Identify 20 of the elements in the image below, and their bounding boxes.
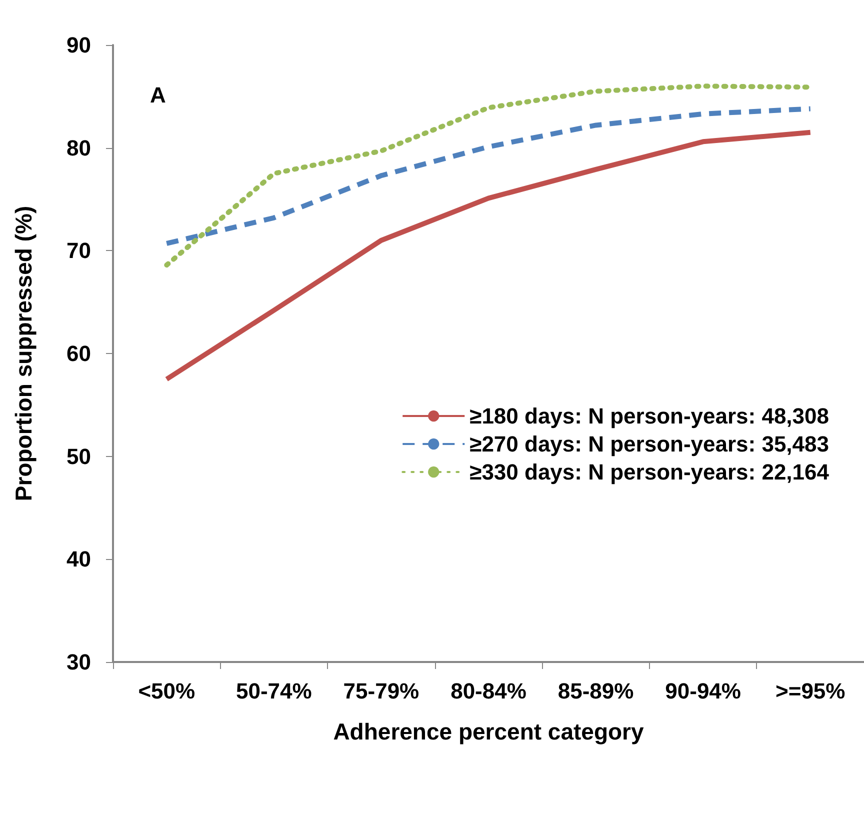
y-tick-label: 60 [66, 341, 91, 366]
x-tick-label: 75-79% [343, 678, 420, 704]
x-tick-label: 90-94% [665, 678, 741, 704]
x-axis-title: Adherence percent category [333, 718, 644, 744]
x-tick-label: >=95% [775, 678, 846, 704]
y-tick-label: 80 [66, 135, 91, 160]
x-tick-label: 50-74% [236, 678, 312, 704]
y-tick-label: 70 [66, 238, 91, 264]
x-tick-label: 80-84% [450, 678, 526, 704]
x-tick-label: 85-89% [558, 678, 634, 704]
y-axis-title: Proportion suppressed (%) [10, 206, 36, 502]
y-tick-label: 30 [66, 650, 91, 674]
y-tick-label: 90 [66, 32, 91, 58]
legend-label: ≥330 days: N person-years: 22,164 [470, 460, 830, 484]
y-tick-label: 40 [66, 546, 91, 572]
legend-label: ≥180 days: N person-years: 48,308 [470, 404, 830, 428]
annotation: A [150, 82, 166, 108]
legend-label: ≥270 days: N person-years: 35,483 [470, 432, 830, 456]
x-tick-label: <50% [138, 678, 196, 704]
y-tick-label: 50 [66, 444, 91, 469]
